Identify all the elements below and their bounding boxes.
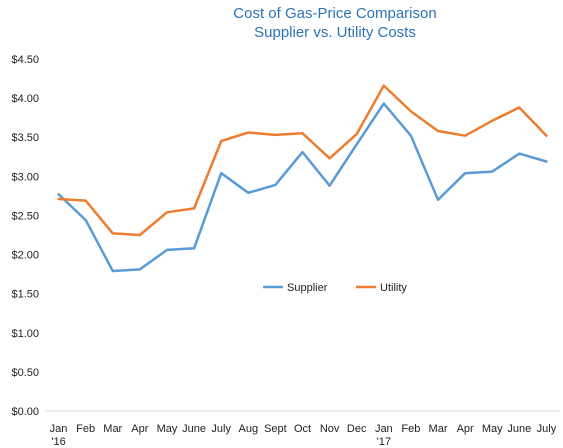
x-tick-label: Oct [294, 423, 311, 435]
y-tick-label: $1.00 [11, 328, 39, 340]
x-tick-label: Feb [76, 423, 95, 435]
x-tick-label: Apr [457, 423, 474, 435]
series-line-supplier [57, 102, 548, 273]
x-tick-label: May [482, 423, 503, 435]
plot-series [57, 84, 548, 273]
y-tick-label: $3.50 [11, 132, 39, 144]
legend-label-utility: Utility [380, 282, 407, 294]
y-tick-label: $4.50 [11, 54, 39, 66]
y-tick-label: $3.00 [11, 171, 39, 183]
x-tick-label: July [537, 423, 557, 435]
x-tick-label: Mar [103, 423, 122, 435]
x-tick-label: Dec [347, 423, 367, 435]
y-axis: $0.00 $0.50 $1.00 $1.50 $2.00 $2.50 $3.00 $3.50… [11, 54, 39, 418]
x-tick-label: Feb [401, 423, 420, 435]
x-tick-label: Jan [50, 423, 68, 435]
x-tick-label: '17 [377, 436, 391, 448]
x-tick-label: Nov [320, 423, 340, 435]
x-tick-label: Mar [429, 423, 448, 435]
y-tick-label: $4.00 [11, 93, 39, 105]
legend: Supplier Utility [263, 282, 407, 294]
series-line-utility [57, 84, 548, 237]
legend-label-supplier: Supplier [287, 282, 328, 294]
x-tick-label: '16 [51, 436, 65, 448]
x-tick-label: Aug [239, 423, 259, 435]
y-tick-label: $0.00 [11, 406, 39, 418]
x-tick-label: July [211, 423, 231, 435]
x-tick-label: June [182, 423, 206, 435]
y-tick-label: $2.50 [11, 210, 39, 222]
chart-subtitle: Supplier vs. Utility Costs [254, 24, 416, 41]
y-tick-label: $0.50 [11, 367, 39, 379]
x-tick-label: Apr [131, 423, 148, 435]
chart-title: Cost of Gas-Price Comparison [233, 5, 436, 22]
x-tick-label: Jan [375, 423, 393, 435]
x-tick-label: May [157, 423, 178, 435]
y-tick-label: $2.00 [11, 250, 39, 262]
y-tick-label: $1.50 [11, 289, 39, 301]
x-tick-label: June [507, 423, 531, 435]
x-tick-label: Sept [264, 423, 287, 435]
